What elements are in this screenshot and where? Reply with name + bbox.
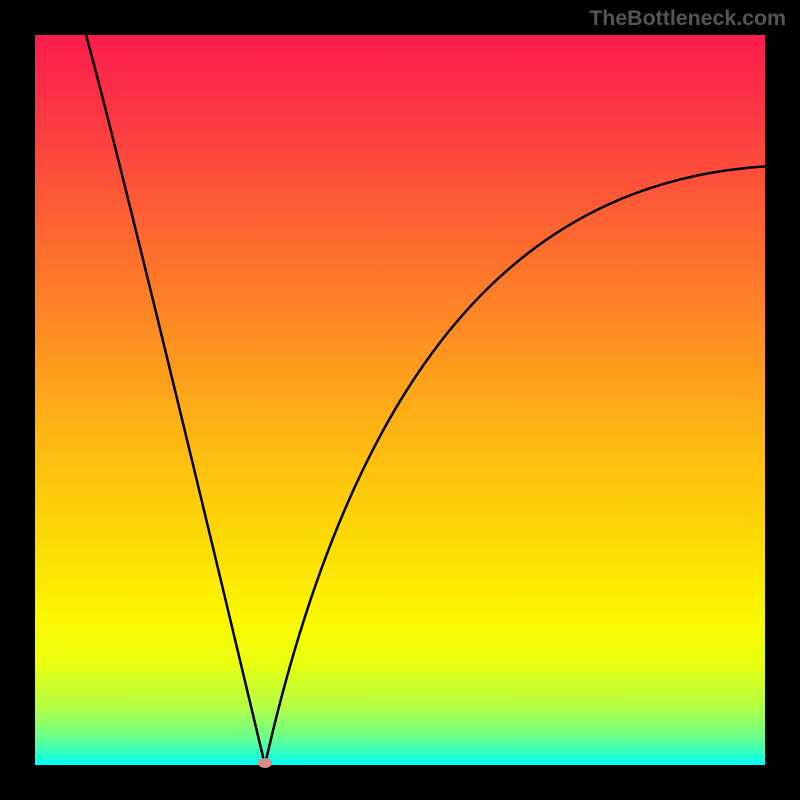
watermark-text: TheBottleneck.com <box>589 6 786 31</box>
bottleneck-curve <box>35 35 765 765</box>
chart-plot-area <box>35 35 765 765</box>
minimum-marker <box>258 758 272 768</box>
bottleneck-curve-path <box>86 35 765 765</box>
